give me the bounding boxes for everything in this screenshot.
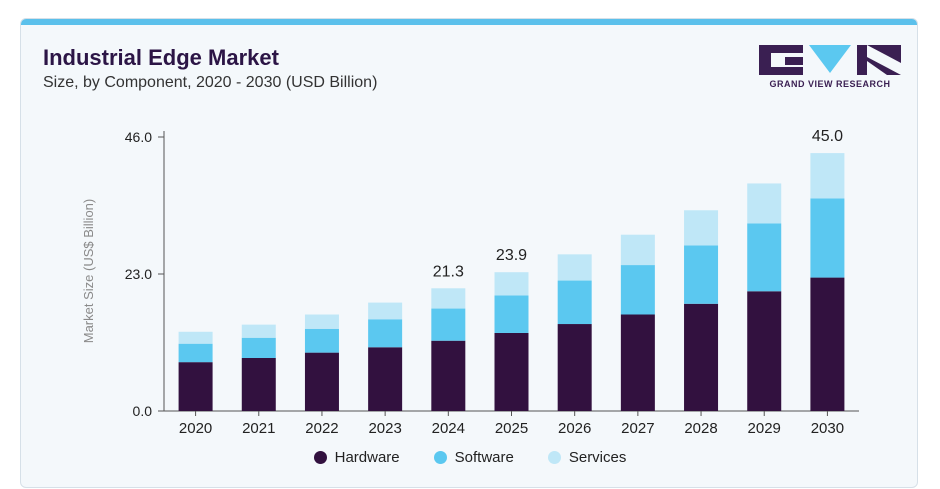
x-tick-label-2020: 2020 (179, 420, 212, 437)
bar-hardware-2030 (810, 277, 845, 411)
x-tick-label-2025: 2025 (495, 420, 528, 437)
legend-swatch-software (433, 451, 447, 464)
bar-services-2022 (304, 314, 339, 329)
x-tick-label-2024: 2024 (432, 420, 465, 437)
legend-swatch-services (547, 451, 561, 464)
y-tick-label: 0.0 (133, 403, 153, 419)
legend-item-services: Services (547, 449, 627, 466)
bar-services-2030 (810, 153, 845, 199)
bar-software-2020 (178, 343, 213, 363)
bar-services-2029 (747, 183, 782, 224)
logo-text: GRAND VIEW RESEARCH (769, 79, 891, 89)
stacked-bar-chart: Market Size (US$ Billion) 0.0 23.0 46.0 20… (81, 128, 859, 437)
bar-services-2025 (494, 272, 529, 296)
x-tick-label-2026: 2026 (558, 420, 591, 437)
bar-software-2030 (810, 198, 845, 278)
x-tick-label-2021: 2021 (242, 420, 275, 437)
bar-software-2022 (304, 328, 339, 353)
total-label-2025: 23.9 (496, 247, 527, 264)
total-label-2030: 45.0 (812, 128, 843, 145)
legend-item-hardware: Hardware (313, 449, 400, 466)
y-tick-label: 23.0 (125, 266, 152, 282)
bar-software-2027 (620, 265, 655, 315)
bar-services-2020 (178, 331, 213, 344)
chart-subtitle: Size, by Component, 2020 - 2030 (USD Bil… (43, 74, 378, 91)
chart-title: Industrial Edge Market (43, 45, 279, 70)
bar-hardware-2023 (368, 347, 403, 411)
y-axis-label: Market Size (US$ Billion) (81, 199, 96, 344)
bar-hardware-2027 (620, 314, 655, 411)
legend-label-services: Services (568, 449, 627, 466)
legend-item-software: Software (433, 449, 514, 466)
bar-services-2026 (557, 254, 592, 281)
bar-services-2021 (241, 324, 276, 338)
x-tick-label-2030: 2030 (811, 420, 844, 437)
bar-services-2027 (620, 234, 655, 266)
bar-software-2024 (431, 308, 466, 341)
legend-label-software: Software (454, 449, 514, 466)
y-tick-label: 46.0 (125, 129, 152, 145)
x-tick-label-2029: 2029 (748, 420, 781, 437)
bar-software-2021 (241, 337, 276, 358)
bar-hardware-2020 (178, 362, 213, 411)
bar-hardware-2028 (684, 303, 719, 411)
legend-label-hardware: Hardware (334, 449, 400, 466)
grand-view-research-logo: GRAND VIEW RESEARCH (759, 45, 901, 95)
legend: Hardware Software Services (21, 449, 917, 466)
bar-hardware-2021 (241, 357, 276, 411)
x-tick-label-2028: 2028 (684, 420, 717, 437)
legend-swatch-hardware (313, 451, 327, 464)
top-accent-bar (21, 19, 917, 25)
x-tick-label-2027: 2027 (621, 420, 654, 437)
bar-software-2026 (557, 280, 592, 325)
bar-services-2023 (368, 302, 403, 320)
bar-services-2024 (431, 288, 466, 309)
logo-mark-icon (759, 45, 901, 75)
total-label-2024: 21.3 (433, 263, 464, 280)
bar-hardware-2024 (431, 340, 466, 411)
bar-software-2029 (747, 223, 782, 292)
x-tick-label-2022: 2022 (305, 420, 338, 437)
chart-card: Industrial Edge Market Size, by Componen… (20, 18, 918, 488)
bar-hardware-2029 (747, 291, 782, 411)
bar-hardware-2026 (557, 324, 592, 411)
bar-hardware-2025 (494, 332, 529, 411)
bar-software-2023 (368, 319, 403, 348)
bar-software-2028 (684, 245, 719, 304)
bar-software-2025 (494, 295, 529, 333)
bar-hardware-2022 (304, 352, 339, 411)
x-tick-label-2023: 2023 (368, 420, 401, 437)
bar-services-2028 (684, 210, 719, 246)
